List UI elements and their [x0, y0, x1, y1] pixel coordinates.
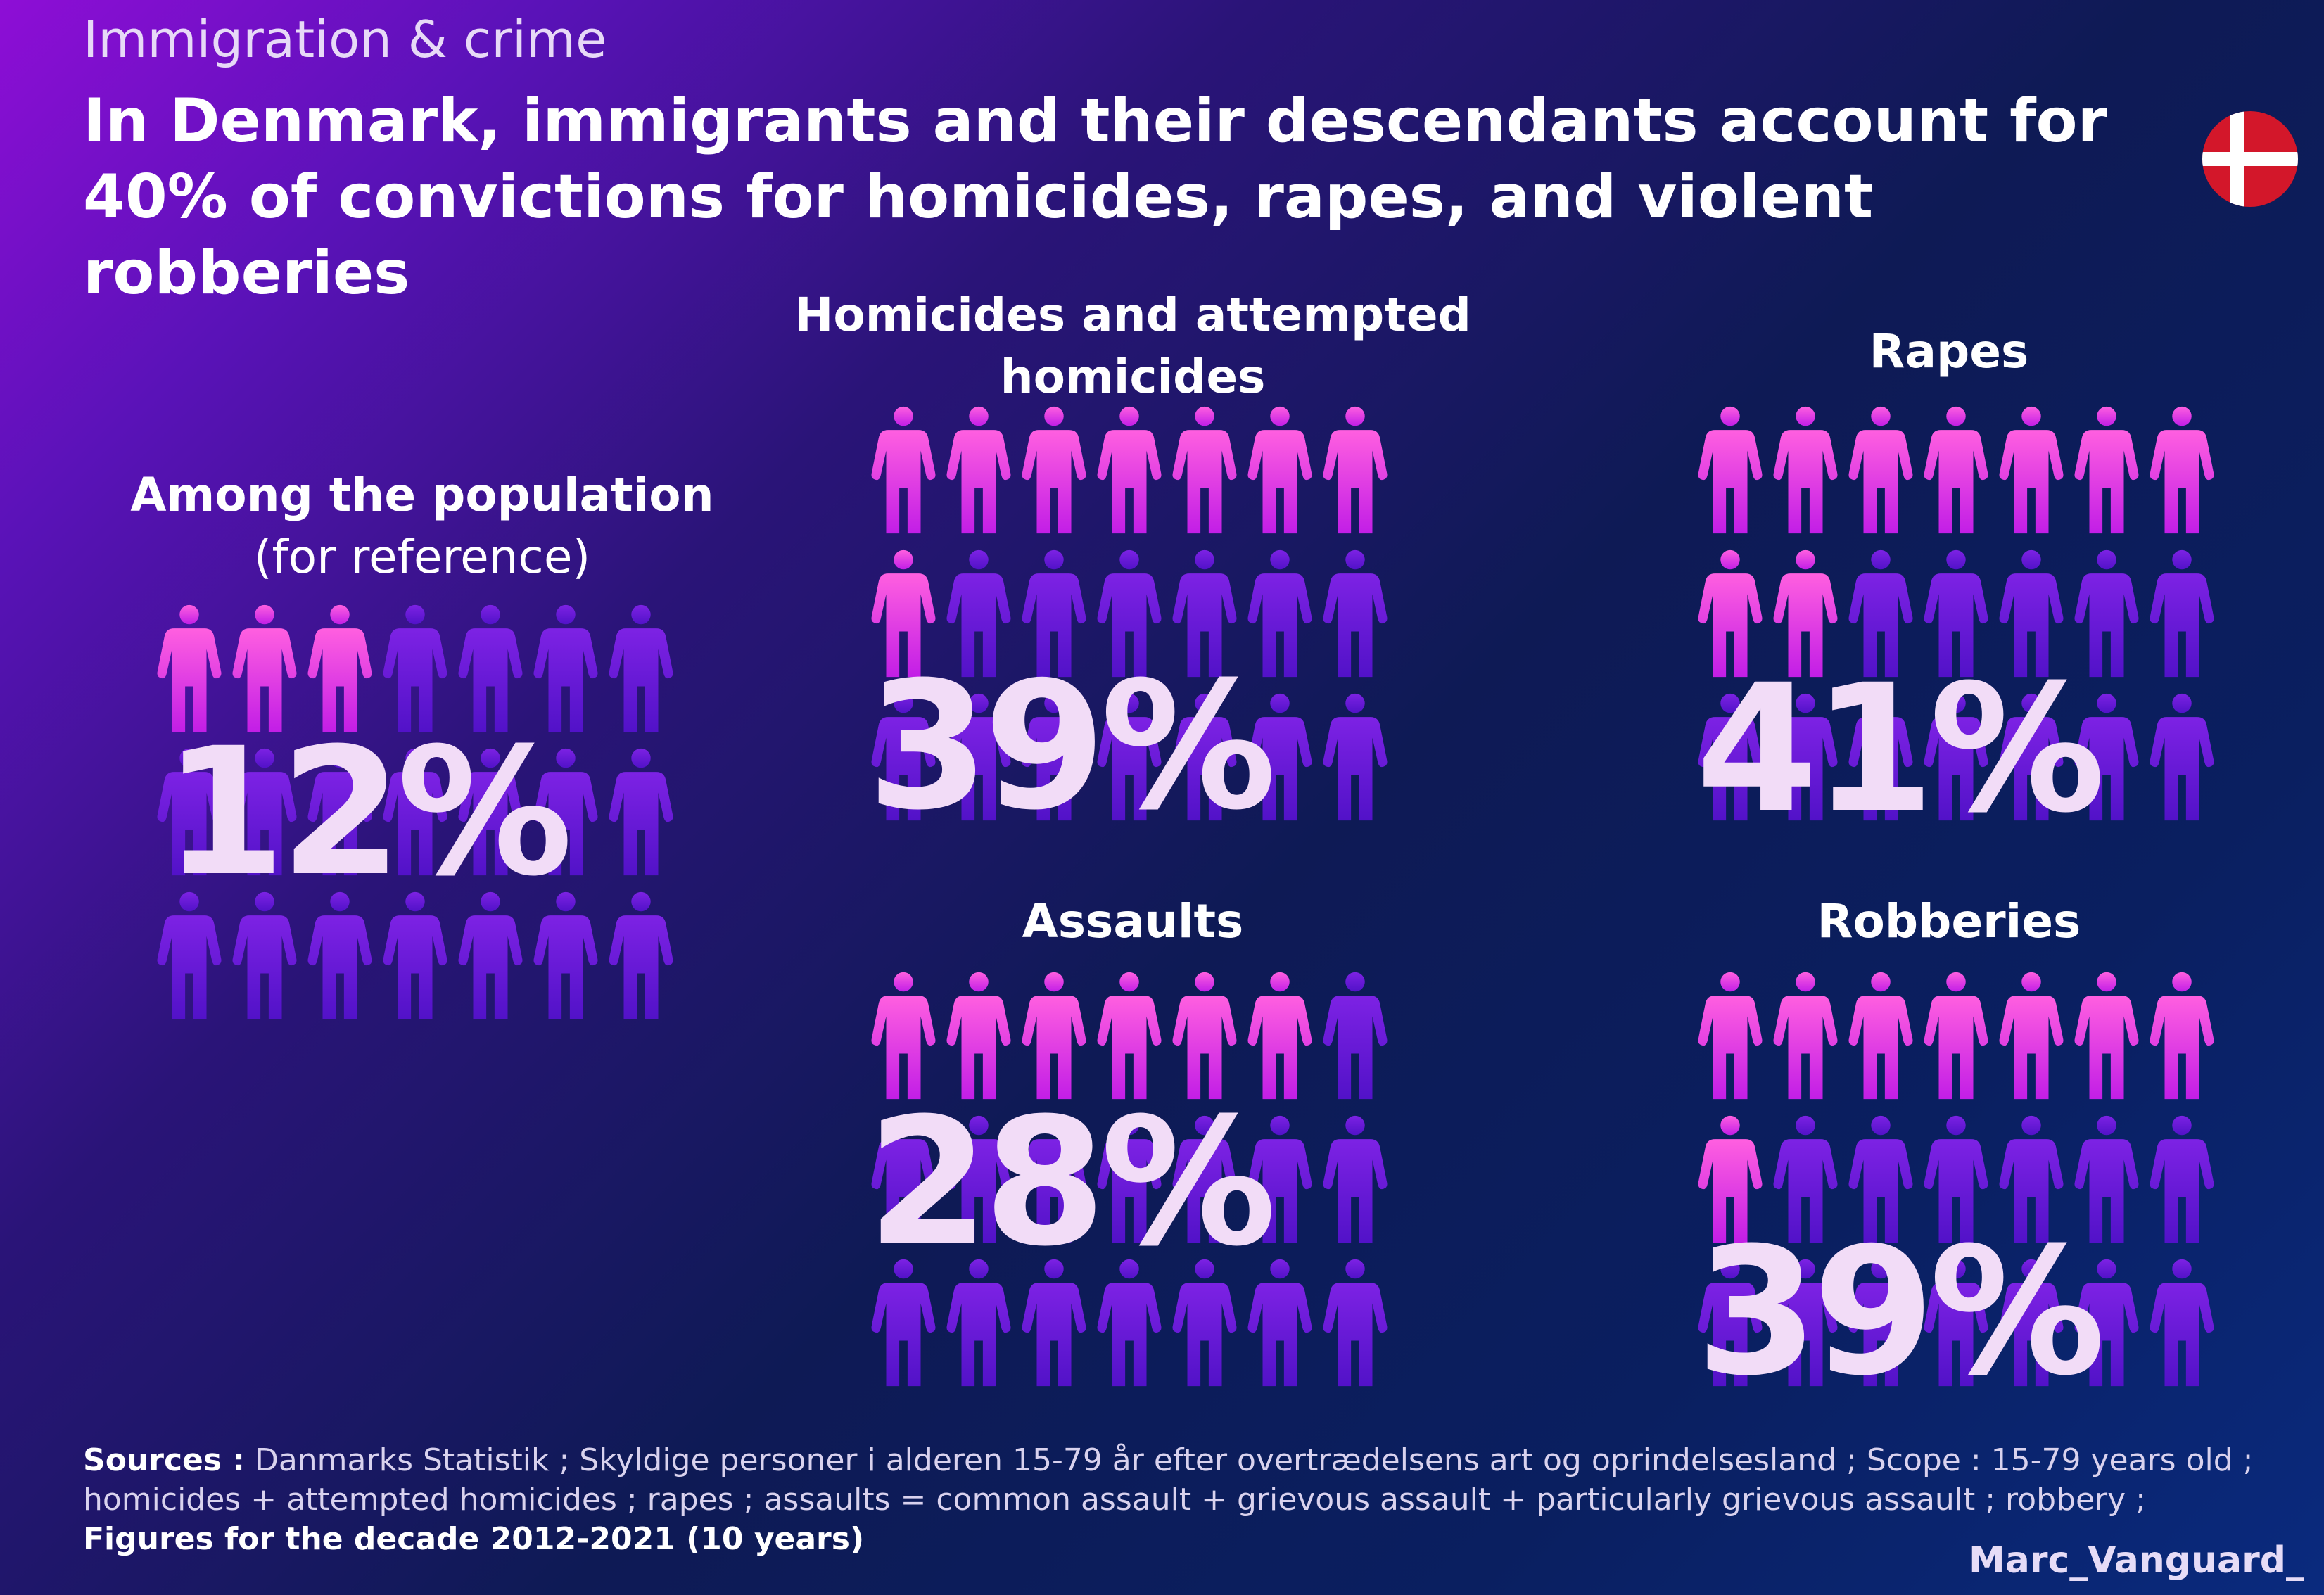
sources-label: Sources :	[83, 1442, 245, 1478]
person-icon-highlighted	[1848, 972, 1913, 1100]
homicides-title: Homicides and attempted homicides	[794, 288, 1471, 404]
assaults-percent: 28%	[867, 1080, 1276, 1285]
person-icon-highlighted	[1773, 972, 1838, 1100]
population-label: Among the population	[130, 468, 714, 522]
person-icon-highlighted	[1097, 406, 1162, 534]
headline: In Denmark, immigrants and their descend…	[83, 86, 2108, 308]
person-icon-highlighted	[1247, 406, 1312, 534]
person-icon	[609, 604, 673, 732]
person-icon-highlighted	[1773, 406, 1838, 534]
person-icon-highlighted	[1924, 406, 1988, 534]
denmark-flag-icon	[2202, 111, 2298, 207]
person-icon-highlighted	[871, 406, 936, 534]
person-icon	[609, 891, 673, 1019]
person-icon-highlighted	[1022, 406, 1086, 534]
person-icon	[1323, 549, 1388, 678]
person-icon-highlighted	[2074, 972, 2139, 1100]
assaults-title: Assaults	[1022, 894, 1244, 948]
person-icon	[1323, 1259, 1388, 1387]
homicides-percent: 39%	[867, 644, 1276, 849]
person-icon-highlighted	[1172, 406, 1237, 534]
population-percent: 12%	[163, 710, 573, 915]
person-icon-highlighted	[2074, 406, 2139, 534]
rapes-title: Rapes	[1869, 324, 2029, 379]
person-icon-highlighted	[1999, 406, 2064, 534]
robberies-title: Robberies	[1817, 894, 2081, 948]
population-sublabel: (for reference)	[253, 530, 591, 584]
person-icon	[1323, 1115, 1388, 1243]
person-icon-highlighted	[2150, 972, 2214, 1100]
person-icon	[2150, 549, 2214, 678]
kicker: Immigration & crime	[83, 10, 607, 69]
person-icon	[1323, 972, 1388, 1100]
person-icon-highlighted	[946, 406, 1011, 534]
robberies-percent: 39%	[1696, 1209, 2105, 1414]
sources-note: Sources : Danmarks Statistik ; Skyldige …	[83, 1441, 2285, 1559]
person-icon-highlighted	[1698, 406, 1763, 534]
rapes-percent: 41%	[1696, 647, 2105, 851]
person-icon	[2150, 693, 2214, 821]
person-icon-highlighted	[1848, 406, 1913, 534]
person-icon	[609, 748, 673, 876]
sources-emphasis: Figures for the decade 2012-2021 (10 yea…	[83, 1521, 865, 1557]
person-icon	[2150, 1115, 2214, 1243]
person-icon	[2150, 1259, 2214, 1387]
person-icon-highlighted	[1698, 972, 1763, 1100]
person-icon-highlighted	[2150, 406, 2214, 534]
person-icon-highlighted	[1323, 406, 1388, 534]
person-icon-highlighted	[1924, 972, 1988, 1100]
author-credit: Marc_Vanguard_	[1968, 1539, 2304, 1582]
person-icon-highlighted	[1999, 972, 2064, 1100]
population-title: Among the population (for reference)	[106, 464, 739, 588]
person-icon	[1323, 693, 1388, 821]
sources-text: Danmarks Statistik ; Skyldige personer i…	[83, 1442, 2254, 1518]
